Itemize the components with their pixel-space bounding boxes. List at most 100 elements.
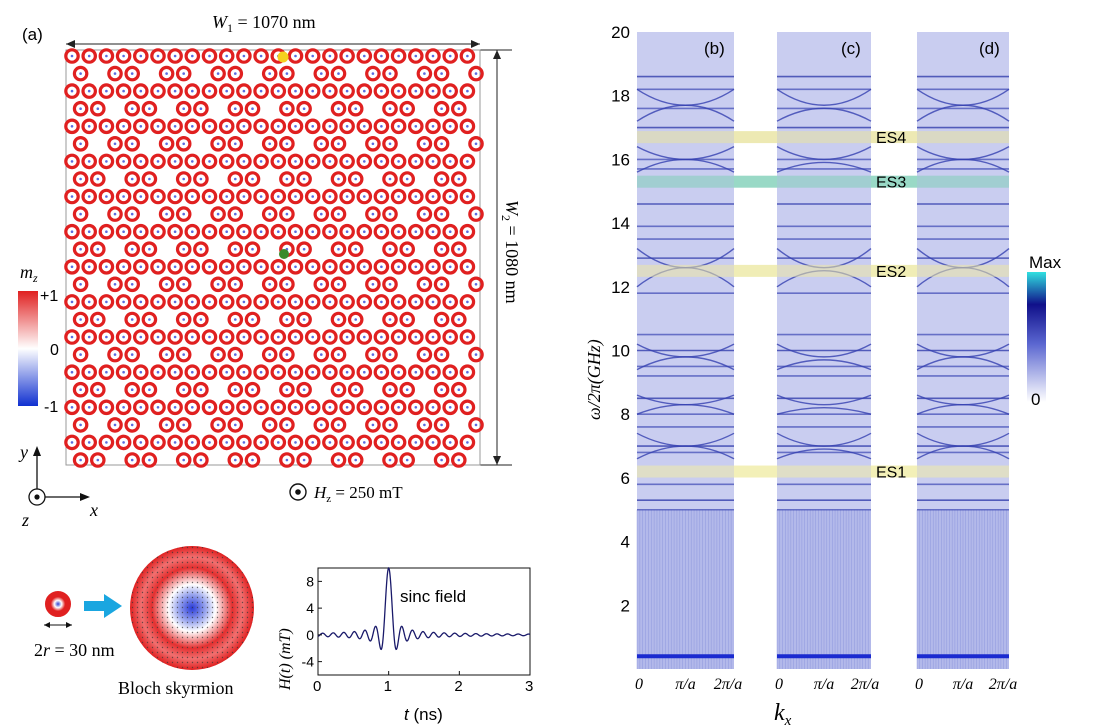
lattice-skyrmion <box>468 65 484 82</box>
lattice-skyrmion-core <box>388 353 392 356</box>
lattice-skyrmion <box>124 452 140 468</box>
lattice-skyrmion-core <box>397 406 400 409</box>
lattice-skyrmion <box>253 364 269 380</box>
lattice-skyrmion-core <box>294 230 297 233</box>
lattice-skyrmion-core <box>354 388 358 392</box>
lattice-skyrmion <box>382 241 398 257</box>
lattice-skyrmion <box>64 48 80 64</box>
lattice-skyrmion-core <box>148 107 151 110</box>
lattice-skyrmion <box>382 346 398 363</box>
lattice-skyrmion-core <box>397 335 400 339</box>
lattice-skyrmion <box>459 329 476 345</box>
lattice-skyrmion-core <box>182 247 185 251</box>
lattice-skyrmion <box>390 258 407 275</box>
lattice-skyrmion <box>227 276 244 293</box>
lattice-skyrmion <box>64 223 80 240</box>
lattice-skyrmion-core <box>105 195 108 198</box>
spectra-ytick-label: 10 <box>611 342 630 361</box>
lattice-skyrmion-core <box>328 406 332 409</box>
lattice-skyrmion <box>81 258 97 275</box>
lattice-skyrmion-core <box>431 406 435 409</box>
edge-state-highlight <box>917 175 1009 188</box>
lattice-skyrmion <box>115 153 132 170</box>
lattice-skyrmion <box>261 417 278 433</box>
lattice-skyrmion-core <box>156 370 160 374</box>
lattice-skyrmion <box>64 434 80 451</box>
spectra-ytick-label: 4 <box>621 533 630 552</box>
lattice-skyrmion-core <box>191 54 194 58</box>
lattice-skyrmion <box>347 171 364 187</box>
lattice-skyrmion <box>175 171 192 187</box>
lattice-skyrmion <box>390 153 407 170</box>
lattice-skyrmion-core <box>225 89 228 93</box>
lattice-skyrmion <box>193 100 209 117</box>
spectrum-dispersion <box>776 406 872 415</box>
lattice-skyrmion-core <box>457 177 461 181</box>
lattice-skyrmion-core <box>216 212 220 216</box>
lattice-skyrmion-core <box>337 458 340 462</box>
lattice-skyrmion <box>399 311 415 328</box>
lattice-skyrmion <box>167 118 183 135</box>
lattice-skyrmion-core <box>156 160 160 163</box>
lattice-skyrmion-core <box>268 72 272 75</box>
lattice-skyrmion-core <box>191 230 194 233</box>
lattice-skyrmion-core <box>251 247 254 251</box>
lattice-skyrmion <box>270 118 287 135</box>
lattice-skyrmion <box>115 364 132 380</box>
lattice-skyrmion-core <box>440 388 443 392</box>
lattice-skyrmion <box>390 434 407 451</box>
lattice-skyrmion <box>425 188 441 205</box>
lattice-skyrmion-core <box>208 406 211 409</box>
lattice-skyrmion-core <box>130 353 134 356</box>
lattice-skyrmion-core <box>105 160 108 163</box>
edge-state-highlight <box>777 264 871 277</box>
lattice-skyrmion <box>433 452 450 468</box>
lattice-skyrmion <box>193 381 209 398</box>
spectrum-dispersion <box>776 432 872 447</box>
lattice-skyrmion-core <box>173 125 177 128</box>
lattice-skyrmion-core <box>277 230 280 233</box>
lattice-skyrmion <box>107 346 123 363</box>
lattice-skyrmion <box>184 399 201 416</box>
lattice-skyrmion-core <box>337 247 340 251</box>
lattice-skyrmion <box>98 83 115 99</box>
lattice-skyrmion <box>72 241 89 257</box>
spectra-xlabel: kx <box>774 700 792 726</box>
mz-tick-max: +1 <box>40 288 58 305</box>
lattice-skyrmion-core <box>440 318 443 321</box>
lattice-skyrmion-core <box>328 160 332 163</box>
lattice-skyrmion <box>253 153 269 170</box>
lattice-skyrmion-core <box>130 318 134 321</box>
lattice-skyrmion <box>227 417 244 433</box>
panel-a-label: (a) <box>22 25 43 44</box>
lattice-skyrmion-core <box>397 300 400 304</box>
lattice-skyrmion-core <box>380 265 383 269</box>
lattice-skyrmion <box>304 399 321 416</box>
lattice-skyrmion-core <box>139 300 143 304</box>
lattice-skyrmion <box>201 399 218 416</box>
lattice-skyrmion-core <box>173 335 177 339</box>
lattice-skyrmion-core <box>70 441 74 444</box>
lattice-skyrmion <box>133 434 149 451</box>
lattice-skyrmion-core <box>397 160 400 163</box>
lattice-skyrmion <box>167 434 183 451</box>
lattice-skyrmion-core <box>363 54 366 58</box>
lattice-skyrmion-core <box>294 89 297 93</box>
lattice-skyrmion <box>124 381 140 398</box>
lattice-skyrmion <box>390 329 407 345</box>
lattice-skyrmion-core <box>294 441 297 444</box>
lattice-skyrmion-core <box>122 54 125 58</box>
lattice-skyrmion-core <box>311 89 315 93</box>
lattice-skyrmion-core <box>130 72 134 75</box>
lattice-skyrmion-core <box>70 406 74 409</box>
lattice-skyrmion <box>133 258 149 275</box>
lattice-skyrmion-core <box>259 335 263 339</box>
lattice-skyrmion-core <box>431 160 435 163</box>
lattice-skyrmion <box>184 188 201 205</box>
lattice-skyrmion-core <box>234 212 237 216</box>
lattice-skyrmion-core <box>474 212 478 216</box>
lattice-skyrmion <box>227 452 244 468</box>
lattice-skyrmion <box>150 48 166 64</box>
lattice-skyrmion <box>236 364 252 380</box>
lattice-skyrmion <box>339 364 355 380</box>
